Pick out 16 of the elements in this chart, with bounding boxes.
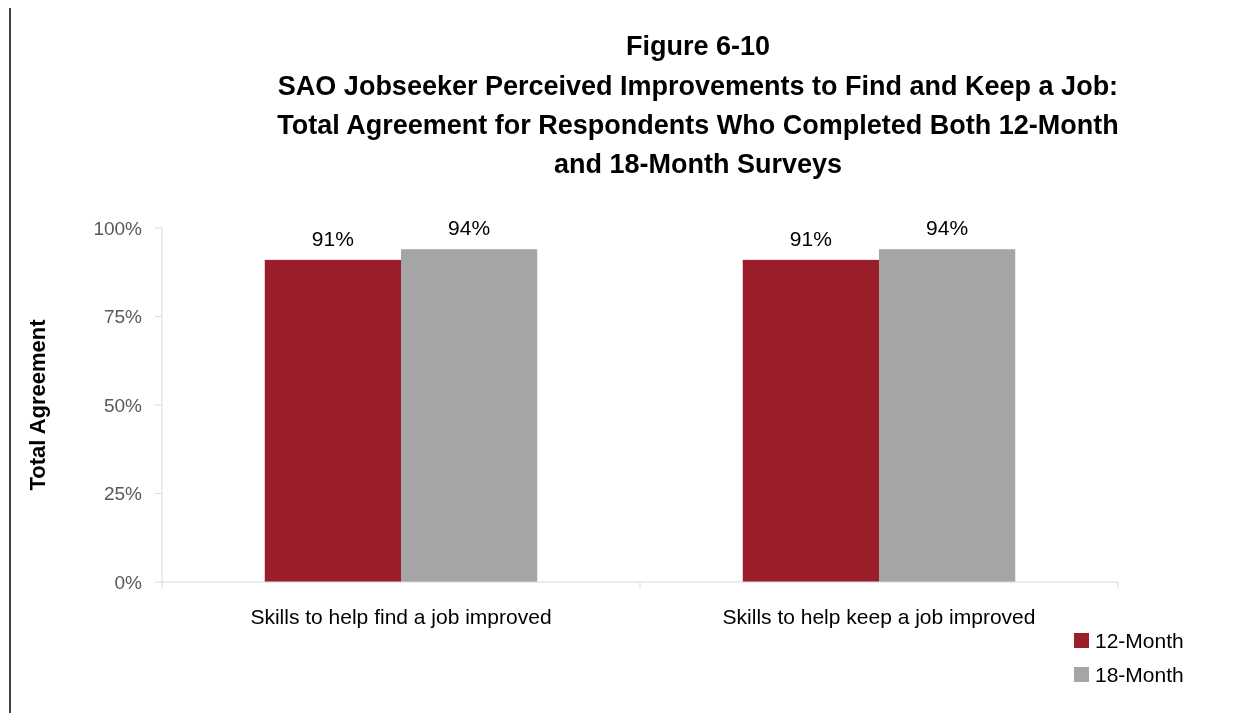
y-tick-label: 25% [103,483,143,505]
data-label: 91% [789,226,832,250]
x-tick-label: Skills to help find a job improved [250,605,552,628]
y-tick-label: 75% [103,306,143,328]
data-label: 91% [311,226,354,250]
data-label: 94% [448,216,491,240]
chart-title: Figure 6-10 [625,31,771,61]
x-tick-label: Skills to help keep a job improved [722,605,1036,628]
legend-label: 12-Month [1095,629,1184,653]
chart-subtitle: SAO Jobseeker Perceived Improvements to Find and Keep a Job: Total Agreement for Respondents Who Completed Both 12-Month and 18-Month Surveys [277,71,1119,179]
data-label: 94% [926,216,969,240]
legend-label: 18-Month [1095,663,1184,687]
y-tick-label: 0% [114,571,143,593]
y-tick-label: 100% [93,217,143,239]
y-tick-label: 50% [103,394,143,416]
y-axis-title: Total Agreement [25,318,50,491]
